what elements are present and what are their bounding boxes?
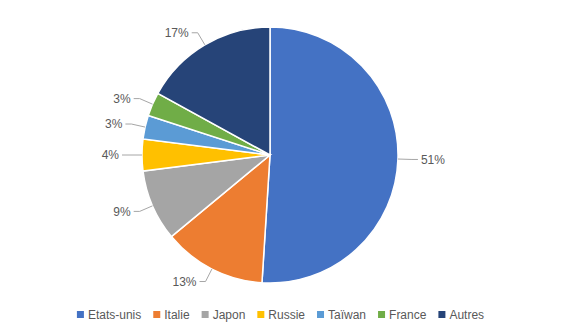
legend-item: France: [378, 308, 427, 322]
legend-swatch: [438, 311, 445, 318]
legend-swatch: [202, 311, 209, 318]
pie-slice: [262, 27, 398, 283]
leader-line: [122, 155, 142, 156]
legend-swatch: [317, 311, 324, 318]
legend-label: Italie: [164, 308, 190, 322]
legend-item: Etats-unis: [77, 308, 141, 322]
legend: Etats-unis Italie Japon Russie Taïwan France A…: [77, 308, 484, 322]
leader-line: [134, 99, 153, 105]
leader-line: [398, 159, 418, 160]
chart: 51% 13% 9% 4% 3% 3% 17% Etats-unis Italie Japon Ru…: [0, 0, 561, 331]
data-label: 4%: [102, 148, 120, 162]
data-label: 3%: [105, 117, 123, 131]
data-label: 9%: [113, 205, 131, 219]
legend-label: France: [389, 308, 427, 322]
data-label: 13%: [173, 275, 197, 289]
leader-line: [192, 33, 205, 45]
legend-item: Russie: [257, 308, 305, 322]
legend-item: Japon: [202, 308, 246, 322]
pie-slice: [158, 27, 270, 155]
legend-label: Japon: [213, 308, 246, 322]
leader-line: [134, 206, 153, 212]
data-label: 51%: [421, 153, 445, 167]
legend-swatch: [77, 311, 84, 318]
legend-item: Autres: [438, 308, 484, 322]
legend-label: Etats-unis: [88, 308, 141, 322]
legend-swatch: [257, 311, 264, 318]
legend-item: Taïwan: [317, 308, 366, 322]
data-label: 17%: [165, 26, 189, 40]
data-labels: 51% 13% 9% 4% 3% 3% 17%: [102, 26, 446, 289]
leader-line: [125, 124, 145, 127]
legend-item: Italie: [153, 308, 190, 322]
data-label: 3%: [113, 92, 131, 106]
legend-label: Autres: [449, 308, 484, 322]
legend-label: Taïwan: [328, 308, 366, 322]
leader-line: [200, 269, 212, 281]
pie: [142, 27, 398, 283]
legend-swatch: [378, 311, 385, 318]
legend-swatch: [153, 311, 160, 318]
legend-label: Russie: [268, 308, 305, 322]
